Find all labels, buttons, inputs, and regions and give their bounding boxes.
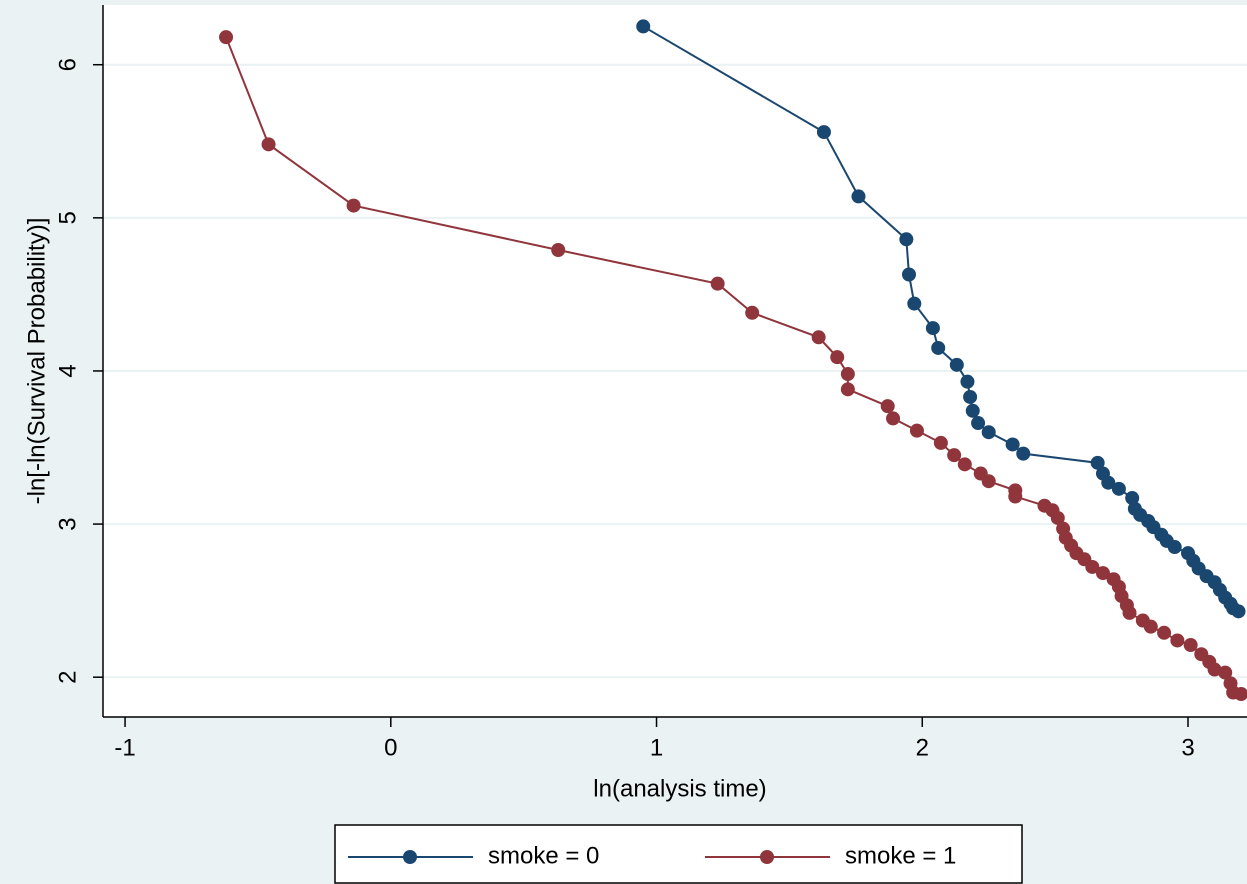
marker — [957, 457, 972, 472]
marker — [947, 448, 962, 463]
legend-marker — [760, 850, 774, 864]
marker — [1125, 491, 1140, 506]
marker — [933, 435, 948, 450]
marker — [710, 276, 725, 291]
marker — [901, 267, 916, 282]
x-tick-label: -1 — [114, 734, 135, 761]
marker — [909, 423, 924, 438]
marker — [981, 474, 996, 489]
x-axis-title: ln(analysis time) — [593, 775, 766, 802]
marker — [261, 137, 276, 152]
marker — [963, 389, 978, 404]
marker — [636, 19, 651, 34]
y-axis-title: -ln[-ln(Survival Probability)] — [23, 218, 50, 505]
marker — [886, 411, 901, 426]
x-tick-label: 3 — [1181, 734, 1194, 761]
marker — [830, 350, 845, 365]
marker — [840, 382, 855, 397]
marker — [971, 416, 986, 431]
marker — [981, 425, 996, 440]
marker — [931, 340, 946, 355]
marker — [551, 242, 566, 257]
marker — [1005, 437, 1020, 452]
marker — [1101, 475, 1116, 490]
y-tick-label: 5 — [54, 211, 81, 224]
marker — [1095, 566, 1110, 581]
legend-marker — [403, 850, 417, 864]
x-tick-label: 0 — [384, 734, 397, 761]
marker — [1085, 559, 1100, 574]
marker — [925, 321, 940, 336]
legend-box — [334, 824, 1023, 884]
marker — [1183, 638, 1198, 653]
plot-region — [103, 5, 1247, 717]
marker — [840, 367, 855, 382]
marker — [1207, 662, 1222, 677]
marker — [1090, 455, 1105, 470]
marker — [1157, 625, 1172, 640]
marker — [965, 403, 980, 418]
marker — [880, 399, 895, 414]
y-tick-label: 4 — [54, 364, 81, 377]
marker — [1122, 605, 1137, 620]
marker — [1234, 687, 1247, 702]
marker — [899, 232, 914, 247]
legend-label: smoke = 1 — [845, 842, 956, 869]
marker — [1143, 619, 1158, 634]
marker — [949, 357, 964, 372]
marker — [1170, 633, 1185, 648]
x-tick-label: 1 — [650, 734, 663, 761]
marker — [1231, 604, 1246, 619]
marker — [960, 374, 975, 389]
marker — [219, 30, 234, 45]
marker — [1111, 481, 1126, 496]
marker — [816, 125, 831, 140]
marker — [851, 189, 866, 204]
y-tick-label: 2 — [54, 671, 81, 684]
marker — [907, 296, 922, 311]
marker — [1218, 665, 1233, 680]
x-tick-label: 2 — [916, 734, 929, 761]
y-tick-label: 3 — [54, 517, 81, 530]
marker — [1008, 489, 1023, 504]
legend-label: smoke = 0 — [488, 842, 599, 869]
marker — [1016, 446, 1031, 461]
marker — [1167, 540, 1182, 555]
y-tick-label: 6 — [54, 58, 81, 71]
marker — [811, 330, 826, 345]
marker — [745, 305, 760, 320]
marker — [346, 198, 361, 213]
marker — [1050, 510, 1065, 525]
